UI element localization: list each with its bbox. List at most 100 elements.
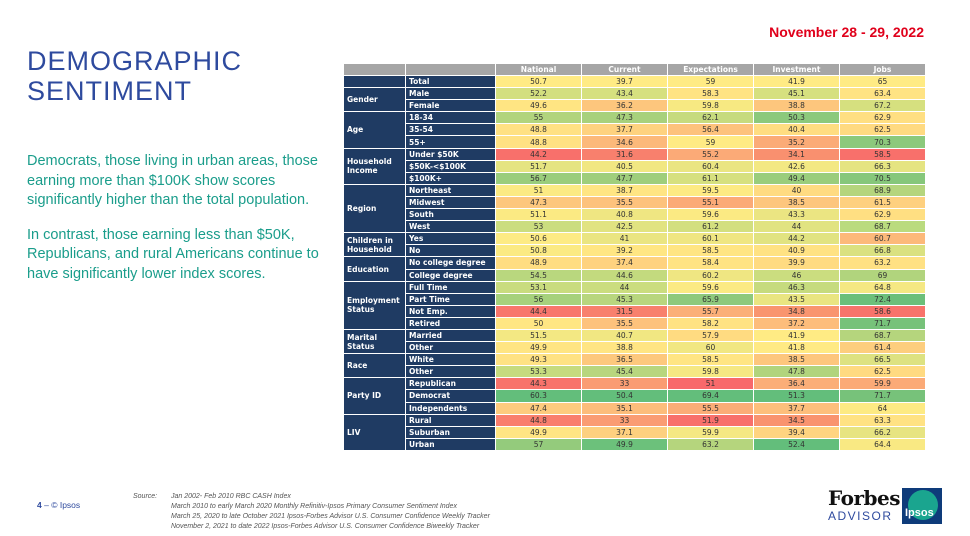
table-cell: 64.4: [839, 437, 926, 451]
table-cell: 35.5: [581, 195, 668, 210]
source-label: Source:: [133, 493, 158, 500]
table-cell: 67.2: [839, 99, 926, 113]
table-cell: 34.8: [753, 304, 840, 318]
table-row: Part Time 56 45.3 65.9 43.5 72.4: [344, 292, 926, 306]
table-cell: 44: [753, 220, 840, 234]
table-cell: 61.5: [839, 195, 926, 210]
table-cell: 68.7: [839, 328, 926, 343]
row-label: No: [405, 244, 496, 258]
table-row: Marital Status Married 51.5 40.7 57.9 41.9 68.…: [343, 328, 926, 355]
source-line: November 2, 2021 to date 2022 Ipsos-Forb…: [171, 523, 480, 530]
table-cell: 56.7: [495, 171, 582, 185]
table-cell: 40.5: [581, 159, 668, 173]
table-cell: 51.9: [667, 413, 754, 427]
row-group-label: Region: [343, 183, 406, 234]
row-label: Retired: [405, 316, 496, 330]
summary-paragraph-1: Democrats, those living in urban areas, …: [27, 153, 318, 208]
table-cell: 58.4: [667, 256, 754, 270]
table-cell: 39.2: [581, 244, 668, 258]
row-group-label: Age: [343, 111, 406, 149]
table-cell: 70.5: [839, 171, 926, 185]
table-cell: 34.5: [753, 413, 840, 427]
advisor-wordmark: ADVISOR: [828, 509, 893, 523]
row-group-label: Education: [343, 256, 406, 282]
table-cell: 59.9: [839, 377, 926, 391]
row-label: Urban: [405, 437, 496, 451]
table-cell: 49.6: [495, 99, 582, 113]
table-cell: 72.4: [839, 292, 926, 306]
table-cell: 49.9: [495, 341, 582, 355]
header-corner: [343, 63, 406, 76]
table-cell: 51.3: [753, 389, 840, 403]
table-row: Other 49.9 38.8 60 41.8 61.4: [344, 341, 926, 355]
table-cell: 66.8: [839, 244, 926, 258]
table-cell: 69.4: [667, 389, 754, 403]
table-cell: 60.3: [495, 389, 582, 403]
table-cell: 54.5: [495, 268, 582, 282]
source-notes: Source: Jan 2002- Feb 2010 RBC CASH Index…: [133, 492, 490, 532]
table-cell: 62.5: [839, 365, 926, 379]
table-cell: 56: [495, 292, 582, 306]
table-cell: 59: [667, 135, 754, 149]
header-corner-2: [405, 63, 496, 76]
table-cell: 46.3: [753, 280, 840, 294]
table-row: Midwest 47.3 35.5 55.1 38.5 61.5: [344, 195, 926, 210]
column-header: National: [495, 63, 582, 76]
table-cell: 51.1: [495, 208, 582, 222]
row-label: Republican: [405, 377, 496, 391]
table-cell: 51.7: [495, 159, 582, 173]
table-cell: 58.3: [667, 87, 754, 101]
forbes-advisor-logo: Forbes ADVISOR: [828, 487, 908, 523]
table-cell: 59.5: [667, 183, 754, 197]
table-row: Democrat 60.3 50.4 69.4 51.3 71.7: [344, 389, 926, 403]
table-cell: 41.8: [753, 341, 840, 355]
table-row: Retired 50 35.5 58.2 37.2 71.7: [344, 316, 926, 330]
table-cell: 66.3: [839, 159, 926, 173]
table-cell: 60.2: [667, 268, 754, 282]
row-label: Not Emp.: [405, 304, 496, 318]
source-line: March 25, 2020 to late October 2021 Ipso…: [171, 513, 490, 520]
row-label: Part Time: [405, 292, 496, 306]
table-cell: 50: [495, 316, 582, 330]
table-cell: 62.5: [839, 123, 926, 137]
table-row: Region Northeast 51 38.7 59.5 40 68.9: [343, 183, 926, 234]
row-group-label: Children in Household: [343, 232, 406, 258]
table-row: 55+ 48.8 34.6 59 35.2 70.3: [344, 135, 926, 149]
table-cell: 40: [753, 183, 840, 197]
table-cell: 33: [581, 377, 668, 391]
table-row: Race White 49.3 36.5 58.5 38.5 66.5: [343, 353, 926, 379]
table-cell: 48.8: [495, 135, 582, 149]
row-label: White: [405, 353, 496, 367]
table-cell: 37.4: [581, 256, 668, 270]
table-cell: 36.4: [753, 377, 840, 391]
table-cell: 36.5: [581, 353, 668, 367]
table-cell: 34.6: [581, 135, 668, 149]
table-cell: 58.5: [667, 244, 754, 258]
table-row: $50K-<$100K 51.7 40.5 60.4 42.6 66.3: [344, 159, 926, 173]
table-cell: 57: [495, 437, 582, 451]
table-cell: 45.1: [753, 87, 840, 101]
copyright: © Ipsos: [51, 500, 81, 510]
table-cell: 61.2: [667, 220, 754, 234]
table-row: Gender Male 52.2 43.4 58.3 45.1 63.4: [343, 87, 926, 113]
row-label: Female: [405, 99, 496, 113]
table-cell: 50.6: [495, 232, 582, 246]
table-cell: 56.4: [667, 123, 754, 137]
table-cell: 38.8: [581, 341, 668, 355]
table-row: $100K+ 56.7 47.7 61.1 49.4 70.5: [344, 171, 926, 185]
table-cell: 48.8: [495, 123, 582, 137]
table-cell: 61.1: [667, 171, 754, 185]
table-cell: 38.8: [753, 99, 840, 113]
column-header: Investment: [753, 63, 840, 76]
table-cell: 51: [495, 183, 582, 197]
table-cell: 71.7: [839, 389, 926, 403]
table-row: Household Income Under $50K 44.2 31.6 55.2 34…: [343, 147, 926, 185]
row-label: Married: [405, 328, 496, 343]
table-cell: 44.2: [495, 147, 582, 161]
table-cell: 36.2: [581, 99, 668, 113]
table-cell: 55.5: [667, 401, 754, 415]
table-cell: 44.6: [581, 268, 668, 282]
footer-page-info: 4 – © Ipsos: [37, 500, 80, 510]
table-row: LIV Rural 44.8 33 51.9 34.5 63.3: [343, 413, 926, 451]
row-label: Democrat: [405, 389, 496, 403]
